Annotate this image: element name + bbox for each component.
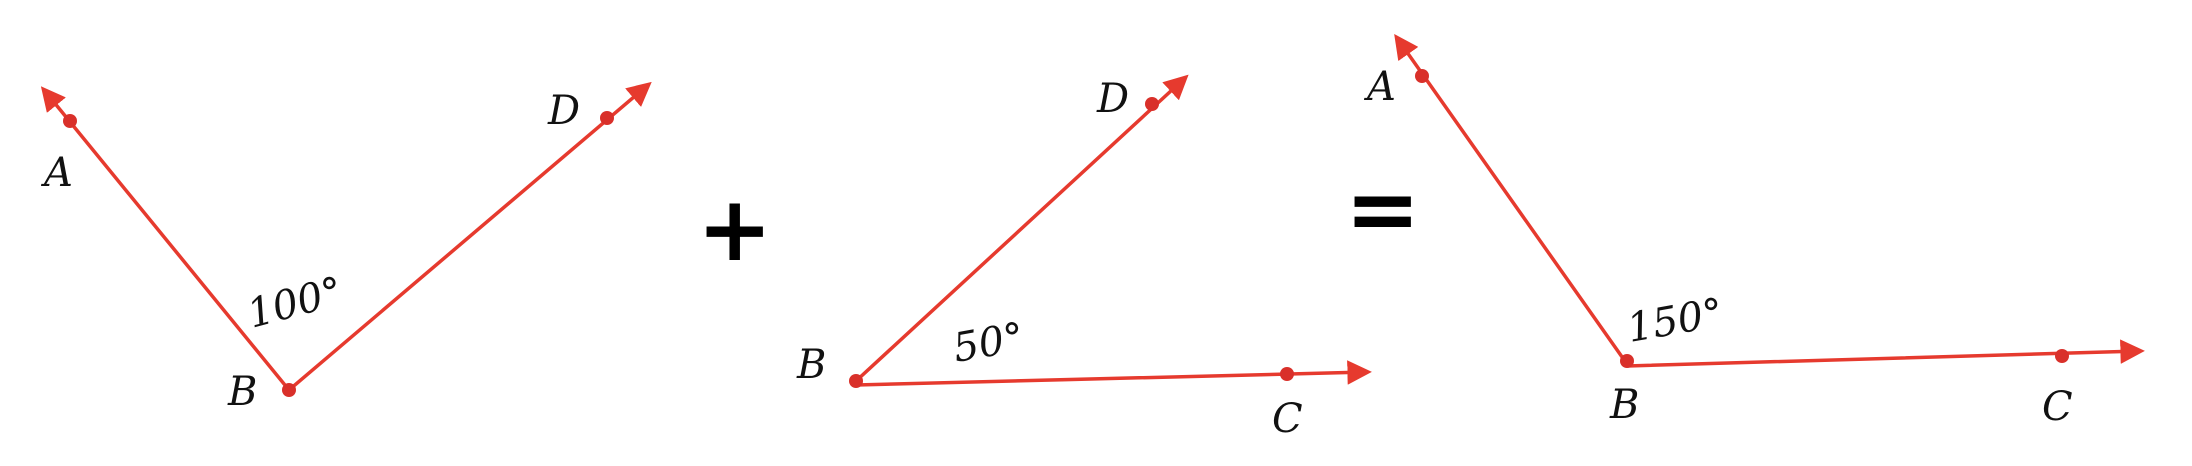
angle-dbc-50: D B C 50° — [796, 74, 1372, 442]
point-c — [2055, 349, 2069, 363]
angle-abc-150: A B C 150° — [1363, 33, 2145, 430]
angle-label: 150° — [1624, 290, 1727, 352]
angle-abd-100: A B D 100° — [40, 81, 652, 415]
ray-ba — [40, 86, 291, 392]
label-b: B — [1609, 382, 1639, 428]
point-d — [1145, 97, 1159, 111]
equals-operator: = — [1345, 157, 1420, 262]
ray-bc — [1625, 339, 2145, 368]
point-b — [282, 383, 296, 397]
point-b — [849, 374, 863, 388]
point-a — [63, 114, 77, 128]
point-c — [1280, 367, 1294, 381]
point-d — [600, 111, 614, 125]
label-d: D — [547, 88, 580, 134]
label-d: D — [1096, 76, 1129, 122]
angle-label: 50° — [950, 314, 1028, 372]
label-b: B — [227, 369, 257, 415]
ray-bd — [287, 81, 652, 392]
point-b — [1620, 354, 1634, 368]
angle-label: 100° — [243, 268, 348, 337]
label-a: A — [1363, 64, 1396, 110]
label-c: C — [1272, 396, 1303, 442]
label-b: B — [796, 342, 826, 388]
point-a — [1415, 69, 1429, 83]
ray-bd — [854, 74, 1189, 383]
label-c: C — [2042, 384, 2073, 430]
ray-ba — [1394, 33, 1629, 366]
plus-operator: + — [697, 177, 772, 282]
label-a: A — [40, 150, 73, 196]
